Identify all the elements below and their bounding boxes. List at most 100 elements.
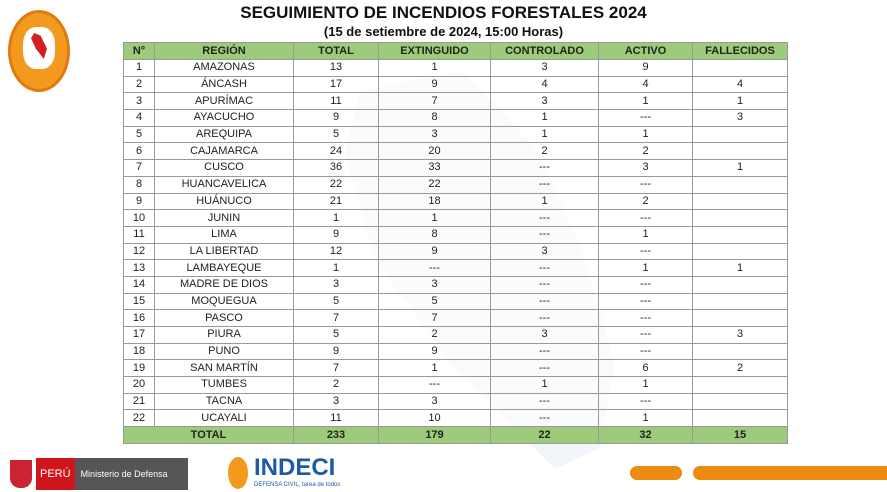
table-cell: MOQUEGUA — [154, 292, 294, 311]
page-subtitle: (15 de setiembre de 2024, 15:00 Horas) — [323, 24, 564, 39]
table-row: 15 MOQUEGUA 5 5 --- --- — [123, 292, 788, 311]
table-cell: 13 — [123, 259, 155, 277]
table-cell — [692, 225, 788, 244]
table-cell: 12 — [123, 242, 155, 261]
table-cell: --- — [490, 292, 599, 311]
column-header: EXTINGUIDO — [378, 42, 491, 60]
table-cell: 9 — [293, 109, 379, 127]
table-cell: 4 — [123, 109, 155, 127]
table-cell: 6 — [598, 359, 693, 378]
table-cell: --- — [490, 159, 599, 177]
table-cell: 3 — [598, 159, 693, 177]
table-cell: 7 — [123, 159, 155, 177]
table-cell: 3 — [692, 109, 788, 127]
table-cell: 9 — [293, 225, 379, 244]
table-row: 1 AMAZONAS 13 1 3 9 — [123, 59, 788, 77]
table-cell: APURÍMAC — [154, 92, 294, 111]
table-row: 12 LA LIBERTAD 12 9 3 --- — [123, 242, 788, 261]
table-cell: 2 — [378, 326, 491, 344]
table-cell: --- — [490, 309, 599, 327]
table-cell: 5 — [123, 125, 155, 144]
indeci-tagline: DEFENSA CIVIL, tarea de todos — [254, 482, 341, 488]
table-cell: --- — [378, 259, 491, 277]
column-header: CONTROLADO — [490, 42, 599, 60]
table-cell: AREQUIPA — [154, 125, 294, 144]
table-cell: CUSCO — [154, 159, 294, 177]
table-cell: PIURA — [154, 326, 294, 344]
table-cell: --- — [598, 109, 693, 127]
table-row: 13 LAMBAYEQUE 1 --- --- 1 1 — [123, 259, 788, 277]
table-cell: 6 — [123, 142, 155, 161]
table-cell: 12 — [293, 242, 379, 261]
table-cell: --- — [490, 225, 599, 244]
table-cell: 20 — [123, 376, 155, 394]
table-cell: 1 — [123, 59, 155, 77]
table-cell: 3 — [692, 326, 788, 344]
table-cell: 11 — [293, 92, 379, 111]
table-cell: 24 — [293, 142, 379, 161]
institute-logo — [8, 10, 70, 92]
table-row: 17 PIURA 5 2 3 --- 3 — [123, 326, 788, 344]
table-cell: 4 — [598, 75, 693, 94]
table-row: 10 JUNIN 1 1 --- --- — [123, 209, 788, 227]
table-cell: 1 — [378, 359, 491, 378]
table-cell: --- — [598, 242, 693, 261]
table-cell: 1 — [692, 92, 788, 111]
table-cell — [692, 275, 788, 294]
total-label: TOTAL — [123, 426, 294, 445]
table-cell: LAMBAYEQUE — [154, 259, 294, 277]
table-cell: HUÁNUCO — [154, 192, 294, 211]
table-cell: TUMBES — [154, 376, 294, 394]
table-cell: SAN MARTÍN — [154, 359, 294, 378]
table-cell: 3 — [293, 275, 379, 294]
table-cell: AMAZONAS — [154, 59, 294, 77]
table-cell — [692, 242, 788, 261]
column-header: FALLECIDOS — [692, 42, 788, 60]
table-cell: PUNO — [154, 342, 294, 361]
table-cell: 1 — [692, 259, 788, 277]
table-cell: PASCO — [154, 309, 294, 327]
table-cell: 4 — [490, 75, 599, 94]
table-cell: 11 — [123, 225, 155, 244]
table-cell: LIMA — [154, 225, 294, 244]
table-cell: 9 — [293, 342, 379, 361]
table-cell: ÁNCASH — [154, 75, 294, 94]
table-cell: 1 — [490, 192, 599, 211]
table-cell — [692, 342, 788, 361]
table-cell: 1 — [490, 376, 599, 394]
table-cell: --- — [490, 259, 599, 277]
fires-table: N° REGIÓN TOTAL EXTINGUIDO CONTROLADO ACTIVO F… — [123, 42, 788, 445]
total-cell: 22 — [490, 426, 599, 445]
indeci-logo: INDECI DEFENSA CIVIL, tarea de todos — [228, 456, 358, 490]
table-cell: 1 — [598, 92, 693, 111]
table-row: 4 AYACUCHO 9 8 1 --- 3 — [123, 109, 788, 127]
table-cell: 5 — [378, 292, 491, 311]
table-cell: 21 — [123, 392, 155, 411]
decorative-bar — [693, 466, 887, 480]
table-cell: --- — [598, 275, 693, 294]
table-cell: 3 — [490, 59, 599, 77]
table-cell: 3 — [378, 392, 491, 411]
table-cell: 22 — [293, 175, 379, 194]
table-cell: 33 — [378, 159, 491, 177]
table-cell: 8 — [378, 225, 491, 244]
table-cell: 1 — [378, 209, 491, 227]
table-cell: 13 — [293, 59, 379, 77]
table-cell: 9 — [378, 242, 491, 261]
table-row: 9 HUÁNUCO 21 18 1 2 — [123, 192, 788, 211]
table-row: 8 HUANCAVELICA 22 22 --- --- — [123, 175, 788, 194]
table-cell: --- — [598, 175, 693, 194]
table-cell: --- — [598, 309, 693, 327]
table-cell — [692, 209, 788, 227]
table-row: 21 TACNA 3 3 --- --- — [123, 392, 788, 411]
table-cell: 4 — [692, 75, 788, 94]
column-header: N° — [123, 42, 155, 60]
table-cell: 17 — [123, 326, 155, 344]
table-cell: 7 — [293, 359, 379, 378]
table-cell: 3 — [123, 92, 155, 111]
table-cell: 1 — [378, 59, 491, 77]
table-cell: 10 — [123, 209, 155, 227]
total-cell: 233 — [293, 426, 379, 445]
table-cell: --- — [490, 209, 599, 227]
table-row: 6 CAJAMARCA 24 20 2 2 — [123, 142, 788, 161]
